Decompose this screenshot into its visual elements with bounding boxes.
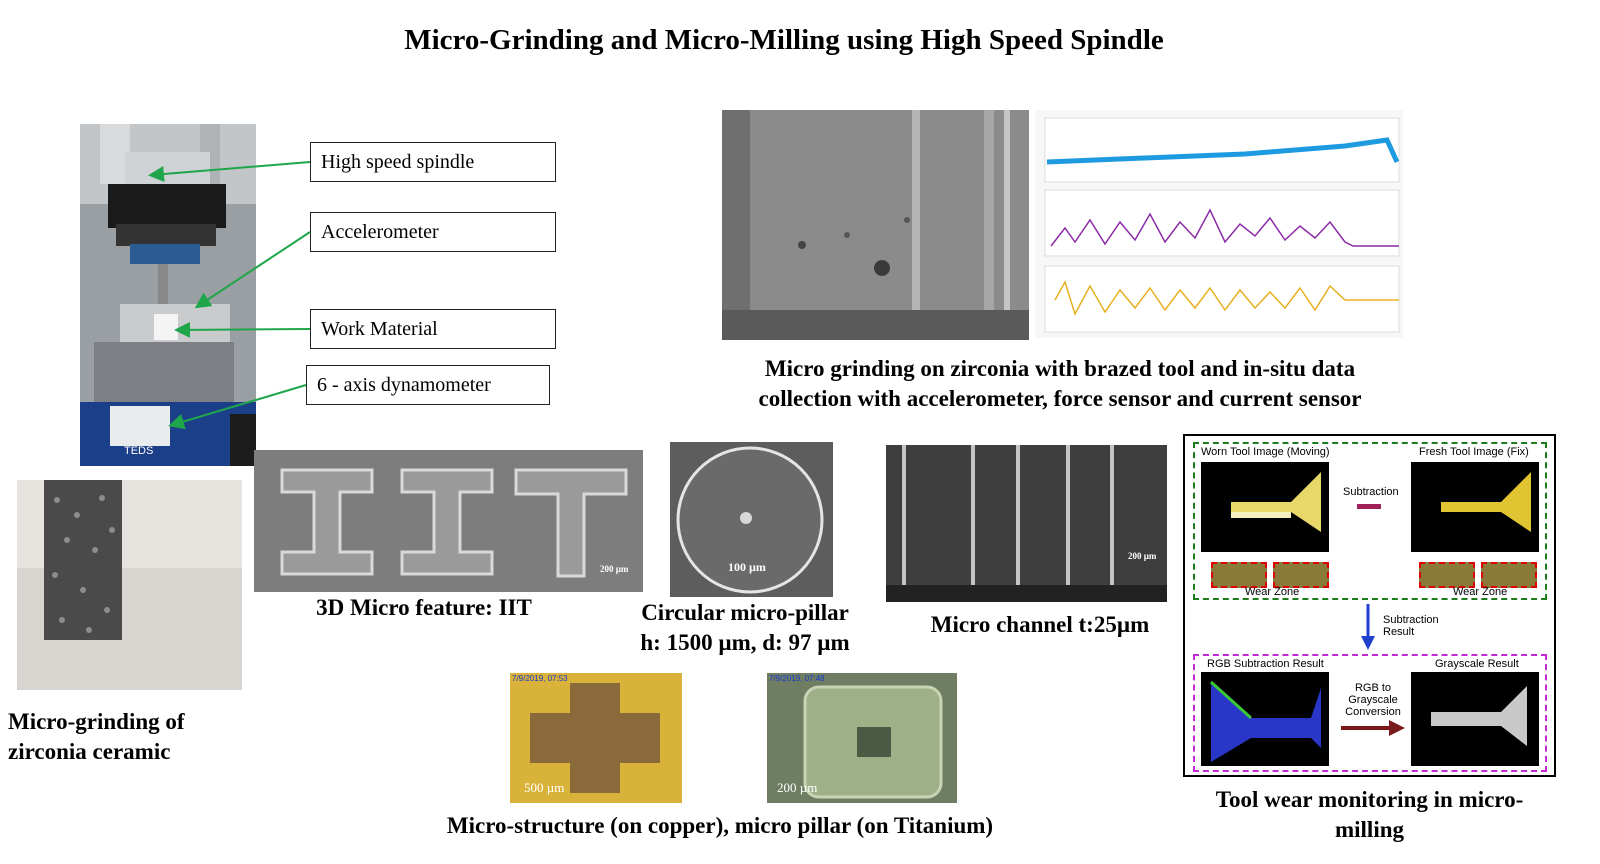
- pillar-scale-label: 100 µm: [728, 560, 766, 574]
- conversion-label: RGB to Grayscale Conversion: [1345, 682, 1401, 718]
- caption-iit: 3D Micro feature: IIT: [316, 595, 532, 620]
- subtraction-label: Subtraction: [1343, 486, 1399, 498]
- sensor-signal-plots: [1035, 110, 1403, 338]
- label-dynamometer: 6 - axis dynamometer: [306, 365, 550, 405]
- micro-pillar-image: 100 µm: [670, 442, 833, 597]
- rgb-result-label: RGB Subtraction Result: [1207, 658, 1324, 670]
- label-high-speed-spindle: High speed spindle: [310, 142, 556, 182]
- copper-microstructure-image: 7/9/2019, 07:53 500 µm: [510, 673, 682, 803]
- micro-channel-image: 200 µm: [886, 445, 1167, 602]
- arrow-spindle: [148, 161, 311, 182]
- caption-zirconia-ceramic: Micro-grinding of zirconia ceramic: [8, 709, 185, 764]
- svg-text:TEDS: TEDS: [124, 445, 153, 457]
- copper-timestamp: 7/9/2019, 07:53: [512, 674, 568, 683]
- subtraction-result-label: Subtraction Result: [1383, 614, 1439, 638]
- channel-scale-label: 200 µm: [1128, 551, 1157, 561]
- arrow-work-material: [174, 321, 311, 338]
- grayscale-result-label: Grayscale Result: [1435, 658, 1519, 670]
- fresh-tool-image: [1411, 462, 1539, 552]
- label-accelerometer: Accelerometer: [310, 212, 556, 252]
- wear-zone-label-fresh: Wear Zone: [1453, 586, 1508, 598]
- caption-grinding-line2: collection with accelerometer, force sen…: [758, 386, 1362, 411]
- tool-wear-diagram: Worn Tool Image (Moving) Fresh Tool Imag…: [1183, 434, 1556, 777]
- worn-crop-2: [1273, 562, 1329, 588]
- subtraction-sign: [1357, 504, 1381, 509]
- worn-crop-1: [1211, 562, 1267, 588]
- worn-tool-image: [1201, 462, 1329, 552]
- copper-scale-label: 500 µm: [524, 780, 565, 795]
- iit-scale-label: 200 µm: [600, 564, 629, 574]
- fresh-crop-1: [1419, 562, 1475, 588]
- grayscale-result-image: [1411, 672, 1539, 766]
- arrow-accelerometer: [194, 231, 311, 309]
- label-work-material: Work Material: [310, 309, 556, 349]
- fresh-crop-2: [1481, 562, 1537, 588]
- caption-microstructure: Micro-structure (on copper), micro pilla…: [446, 813, 994, 838]
- pointer-arrows: [148, 161, 311, 430]
- right-arrow: [1341, 720, 1405, 736]
- titanium-scale-label: 200 µm: [777, 780, 818, 795]
- titanium-pillar-image: 7/9/2019, 07:48 200 µm: [767, 673, 957, 803]
- bottom-dashed-frame: [1193, 654, 1547, 772]
- page-title: Micro-Grinding and Micro-Milling using H…: [404, 24, 1164, 56]
- spindle-setup-photo: TEDS: [80, 124, 256, 466]
- titanium-timestamp: 7/9/2019, 07:48: [769, 674, 825, 683]
- caption-channel: Micro channel t:25µm: [930, 612, 1150, 637]
- rgb-result-image: [1201, 672, 1329, 766]
- fresh-tool-label: Fresh Tool Image (Fix): [1419, 446, 1529, 458]
- arrow-dynamometer: [168, 384, 307, 430]
- zirconia-sem-image: [722, 110, 1029, 340]
- zirconia-grinding-photo: [17, 480, 242, 690]
- wear-zone-label-worn: Wear Zone: [1245, 586, 1300, 598]
- caption-grinding-line1: Micro grinding on zirconia with brazed t…: [764, 356, 1356, 381]
- iit-feature-image: 200 µm: [254, 450, 643, 592]
- caption-pillar-line1: Circular micro-pillar: [641, 600, 849, 625]
- top-dashed-frame: [1193, 442, 1547, 600]
- caption-pillar-line2: h: 1500 µm, d: 97 µm: [640, 630, 850, 655]
- down-arrow: [1361, 604, 1375, 650]
- caption-tool-wear: Tool wear monitoring in micro-milling: [1215, 787, 1524, 842]
- worn-tool-label: Worn Tool Image (Moving): [1201, 446, 1330, 458]
